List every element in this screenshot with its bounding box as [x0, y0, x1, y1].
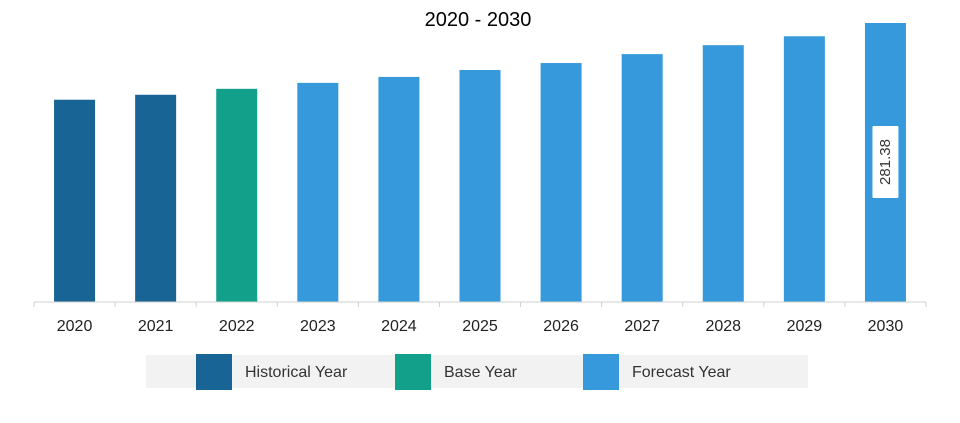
bar-2025: [459, 69, 501, 302]
bar-2029: [783, 36, 825, 303]
data-label-background: [872, 126, 899, 198]
data-label-2030: 281.38: [872, 126, 899, 198]
x-tick-label-2027: 2027: [624, 318, 660, 335]
x-tick-label-2026: 2026: [543, 318, 579, 335]
x-tick-label-2030: 2030: [868, 318, 904, 335]
x-tick-label-2022: 2022: [219, 318, 255, 335]
bar-2020: [54, 99, 96, 302]
bar-2021: [135, 94, 177, 303]
data-label-text: 281.38: [877, 139, 894, 185]
legend-item-forecast: Forecast Year: [583, 354, 731, 390]
bar-2023: [297, 82, 339, 303]
legend-swatch-historical: [196, 354, 232, 390]
x-axis-ticks: [33, 302, 927, 307]
legend: Historical Year Base Year Forecast Year: [146, 354, 808, 390]
data-labels: 281.38: [872, 126, 899, 198]
legend-label-base: Base Year: [444, 364, 518, 381]
x-tick-label-2021: 2021: [138, 318, 174, 335]
legend-swatch-base: [395, 354, 431, 390]
legend-label-historical: Historical Year: [245, 364, 348, 381]
bar-2028: [702, 45, 744, 302]
legend-item-base: Base Year: [395, 354, 518, 390]
legend-background: [146, 355, 808, 388]
x-tick-label-2025: 2025: [462, 318, 498, 335]
legend-label-forecast: Forecast Year: [632, 364, 731, 381]
bar-2022: [216, 88, 258, 302]
x-tick-label-2024: 2024: [381, 318, 417, 335]
bar-2026: [540, 63, 582, 302]
x-axis-tick-labels: 2020 2021 2022 2023 2024 2025 2026 2027 2028 2029…: [57, 318, 904, 335]
legend-swatch-forecast: [583, 354, 619, 390]
bars: [54, 23, 906, 303]
legend-item-historical: Historical Year: [196, 354, 348, 390]
x-tick-label-2020: 2020: [57, 318, 93, 335]
x-tick-label-2023: 2023: [300, 318, 336, 335]
bar-2027: [621, 54, 663, 302]
x-tick-label-2029: 2029: [787, 318, 823, 335]
bar-2024: [378, 76, 420, 302]
chart-title: 2020 - 2030: [425, 9, 532, 31]
x-tick-label-2028: 2028: [705, 318, 741, 335]
